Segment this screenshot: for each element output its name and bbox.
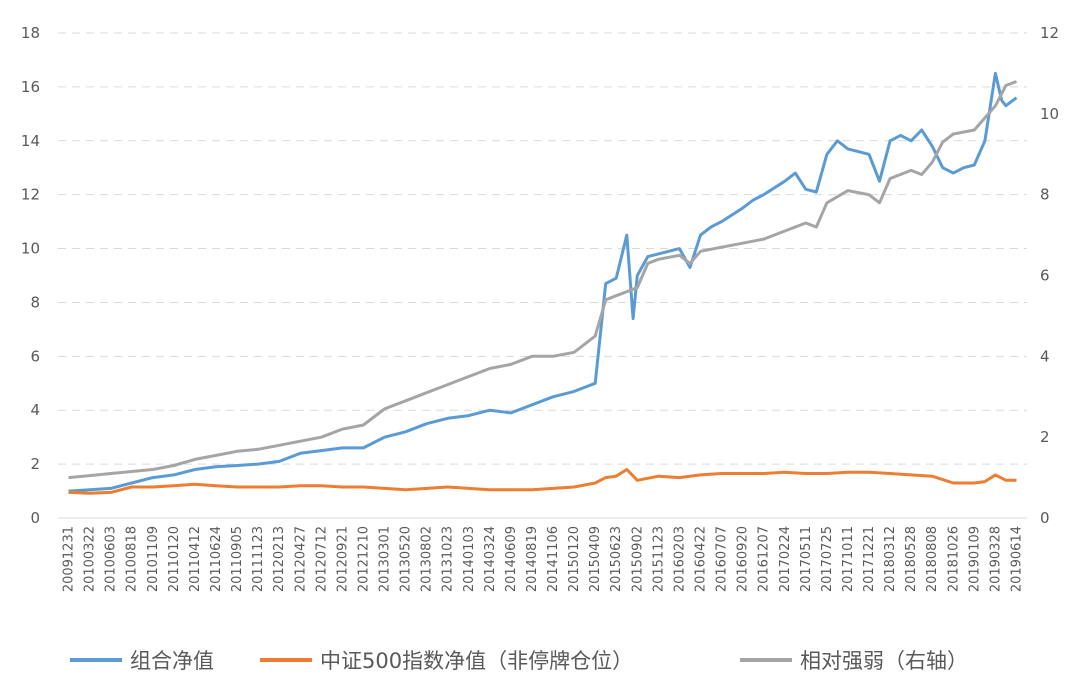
x-tick-label: 20150409 xyxy=(588,526,603,592)
x-tick-label: 20130802 xyxy=(420,526,435,592)
x-tick-label: 20120712 xyxy=(314,526,329,592)
x-tick-label: 20120213 xyxy=(272,526,287,592)
y-left-tick-label: 16 xyxy=(21,78,40,96)
legend-label-0: 组合净值 xyxy=(130,649,214,673)
y-right-tick-label: 0 xyxy=(1040,509,1050,527)
x-tick-label: 20110412 xyxy=(188,526,203,592)
x-tick-label: 20131023 xyxy=(441,526,456,592)
x-tick-label: 20100603 xyxy=(104,526,119,592)
series-line-0 xyxy=(68,71,1018,493)
x-tick-label: 20160920 xyxy=(736,526,751,592)
y-left-tick-label: 10 xyxy=(21,240,40,258)
y-right-tick-label: 8 xyxy=(1040,186,1050,204)
x-tick-label: 20141106 xyxy=(546,526,561,592)
x-tick-label: 20110120 xyxy=(167,526,182,592)
x-tick-label: 20100322 xyxy=(83,526,98,592)
x-tick-label: 20171011 xyxy=(841,526,856,592)
x-tick-label: 20111123 xyxy=(251,526,266,592)
y-axis-right: 0 2 4 6 8 10 12 xyxy=(1040,24,1059,527)
y-left-tick-label: 4 xyxy=(30,401,40,419)
x-tick-label: 20151123 xyxy=(651,526,666,592)
x-tick-label: 20181026 xyxy=(946,526,961,592)
y-left-tick-label: 8 xyxy=(30,293,40,311)
y-right-tick-label: 6 xyxy=(1040,267,1050,285)
x-tick-label: 20140609 xyxy=(504,526,519,592)
x-tick-label: 20140819 xyxy=(525,526,540,592)
y-left-tick-label: 6 xyxy=(30,347,40,365)
x-axis: 20091231 20100322 20100603 20100818 20101109… xyxy=(62,526,1025,592)
legend: 组合净值 中证500指数净值（非停牌仓位） 相对强弱（右轴） xyxy=(70,649,968,673)
x-tick-label: 20121210 xyxy=(356,526,371,592)
x-tick-label: 20170224 xyxy=(778,526,793,592)
x-tick-label: 20160422 xyxy=(693,526,708,592)
x-tick-label: 20091231 xyxy=(62,526,77,592)
x-tick-label: 20180528 xyxy=(904,526,919,592)
x-tick-label: 20130520 xyxy=(399,526,414,592)
legend-label-1: 中证500指数净值（非停牌仓位） xyxy=(320,649,633,673)
y-left-tick-label: 14 xyxy=(21,132,40,150)
series-lines xyxy=(68,71,1018,495)
x-tick-label: 20160707 xyxy=(715,526,730,592)
x-tick-label: 20150120 xyxy=(567,526,582,592)
x-tick-label: 20100818 xyxy=(125,526,140,592)
x-tick-label: 20150902 xyxy=(630,526,645,592)
legend-label-2: 相对强弱（右轴） xyxy=(800,649,968,673)
x-tick-label: 20140324 xyxy=(483,526,498,592)
y-right-tick-label: 10 xyxy=(1040,105,1059,123)
y-axis-left: 0 2 4 6 8 10 12 14 16 18 xyxy=(21,24,40,527)
x-tick-label: 20110905 xyxy=(230,526,245,592)
x-tick-label: 20180312 xyxy=(883,526,898,592)
x-tick-label: 20130301 xyxy=(378,526,393,592)
x-tick-label: 20120921 xyxy=(335,526,350,592)
x-tick-label: 20170725 xyxy=(820,526,835,592)
y-right-tick-label: 2 xyxy=(1040,428,1050,446)
x-tick-label: 20150623 xyxy=(609,526,624,592)
x-tick-label: 20171221 xyxy=(862,526,877,592)
x-tick-label: 20101109 xyxy=(146,526,161,592)
series-line-1 xyxy=(68,468,1017,495)
x-tick-label: 20190109 xyxy=(967,526,982,592)
x-tick-label: 20120427 xyxy=(293,526,308,592)
x-tick-label: 20140103 xyxy=(462,526,477,592)
x-tick-label: 20161207 xyxy=(757,526,772,592)
x-tick-label: 20190328 xyxy=(988,526,1003,592)
grid-lines xyxy=(58,32,1027,519)
x-tick-label: 20190614 xyxy=(1009,526,1024,592)
y-left-tick-label: 0 xyxy=(30,509,40,527)
y-left-tick-label: 12 xyxy=(21,186,40,204)
x-tick-label: 20160203 xyxy=(672,526,687,592)
y-left-tick-label: 18 xyxy=(21,24,40,42)
x-tick-label: 20180808 xyxy=(925,526,940,592)
y-right-tick-label: 4 xyxy=(1040,347,1050,365)
x-tick-label: 20110624 xyxy=(209,526,224,592)
series-line-2 xyxy=(68,80,1018,480)
y-left-tick-label: 2 xyxy=(30,455,40,473)
y-right-tick-label: 12 xyxy=(1040,24,1059,42)
x-tick-label: 20170511 xyxy=(799,526,814,592)
